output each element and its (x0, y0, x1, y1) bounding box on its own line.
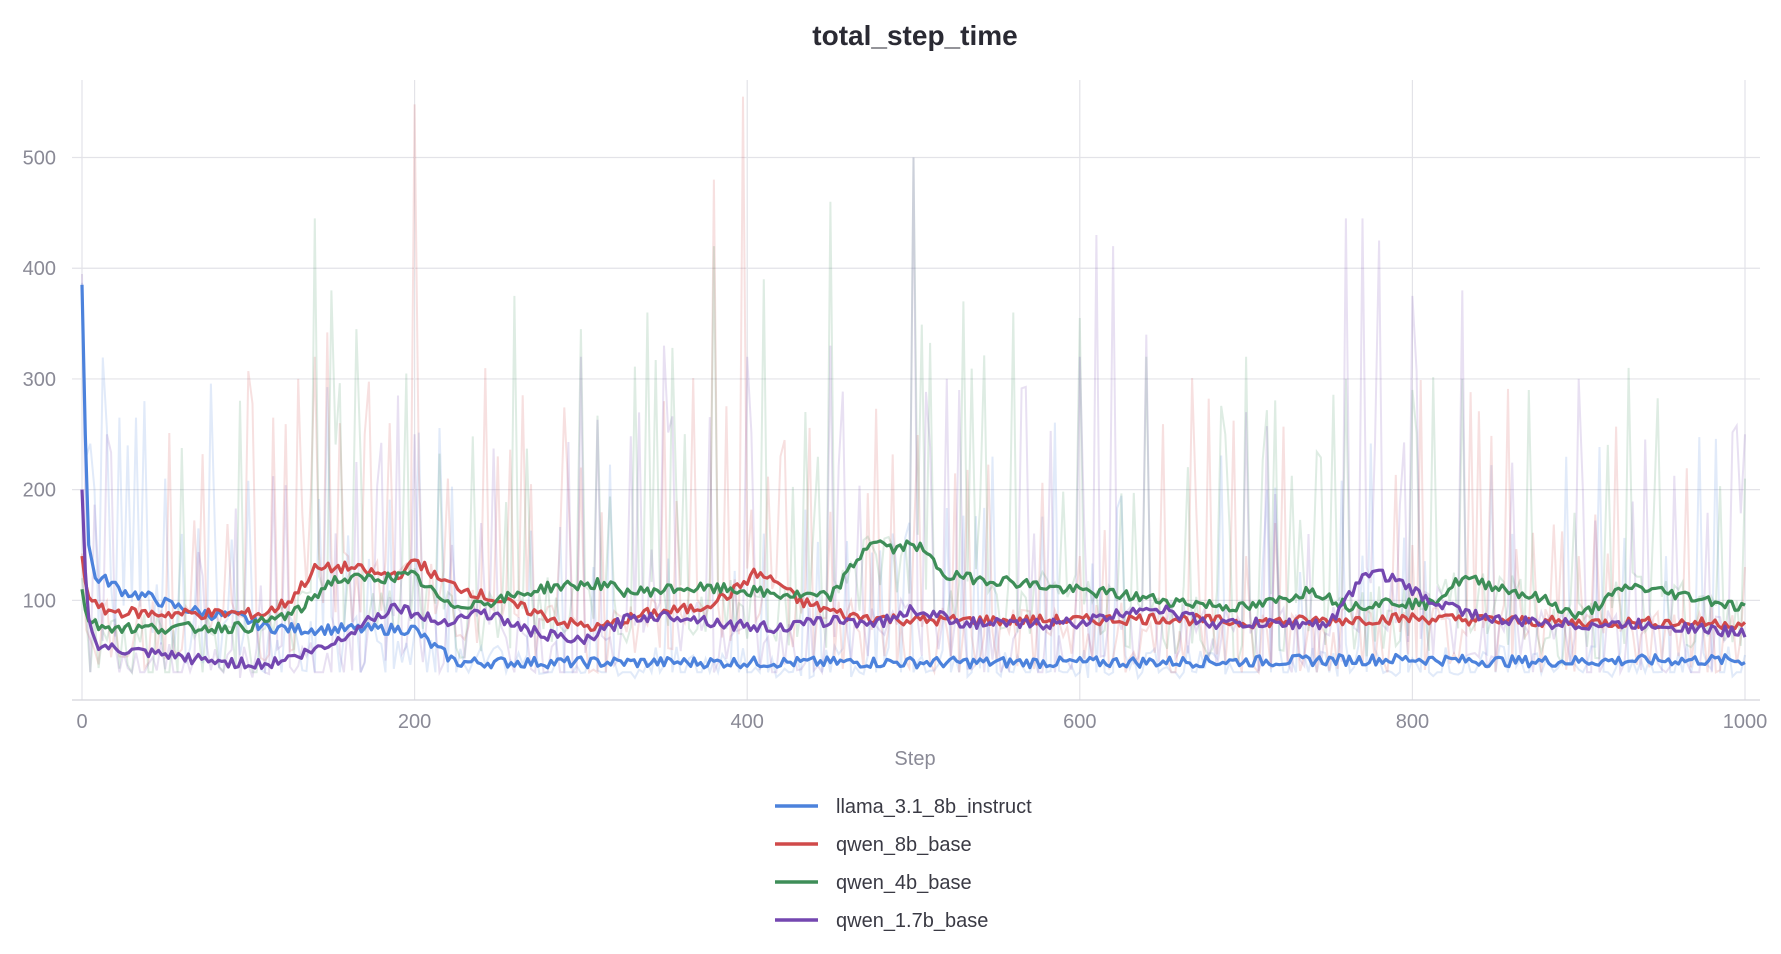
x-tick-label: 200 (398, 711, 431, 733)
grid-layer (72, 80, 1760, 701)
y-tick-label: 300 (23, 369, 56, 391)
legend-label-2: qwen_4b_base (836, 872, 972, 894)
series-line-1 (80, 555, 1747, 632)
raw-series-layer (81, 96, 1746, 681)
x-tick-label: 0 (76, 711, 87, 733)
chart-title: total_step_time (812, 20, 1017, 51)
legend-label-0: llama_3.1_8b_instruct (836, 796, 1032, 818)
raw-trace-2 (81, 157, 1746, 676)
x-tick-label: 400 (731, 711, 764, 733)
legend-label-1: qwen_8b_base (836, 834, 972, 856)
x-tick-label: 1000 (1723, 711, 1768, 733)
tick-labels: 0 200 400 600 800 1000 100 200 300 400 500 (23, 148, 1768, 734)
legend: llama_3.1_8b_instruct qwen_8b_base qwen_4b… (775, 796, 1032, 932)
y-tick-label: 200 (23, 480, 56, 502)
x-tick-label: 600 (1063, 711, 1096, 733)
legend-label-3: qwen_1.7b_base (836, 910, 988, 932)
y-tick-label: 500 (23, 148, 56, 170)
y-tick-label: 100 (23, 590, 56, 612)
y-tick-label: 400 (23, 258, 56, 280)
series-line-2 (80, 539, 1746, 635)
raw-trace-3 (81, 157, 1746, 679)
x-axis-label: Step (894, 748, 935, 770)
series-line-3 (80, 489, 1747, 670)
smoothed-series-layer (80, 284, 1747, 670)
x-tick-label: 800 (1396, 711, 1429, 733)
